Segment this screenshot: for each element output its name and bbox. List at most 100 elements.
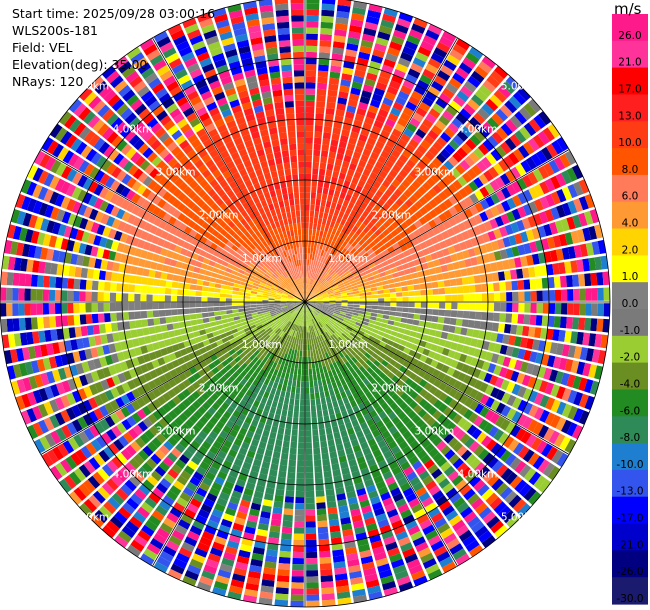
velocity-gate [450, 235, 459, 245]
velocity-gate [211, 481, 223, 492]
velocity-gate [432, 337, 441, 345]
velocity-gate [405, 241, 414, 249]
velocity-gate [166, 323, 174, 331]
velocity-gate [353, 1, 368, 10]
velocity-gate [290, 600, 304, 607]
velocity-gate [166, 233, 175, 242]
velocity-gate [603, 303, 610, 317]
velocity-gate [173, 502, 186, 513]
velocity-gate [410, 62, 424, 74]
velocity-gate [377, 267, 385, 274]
velocity-gate [537, 252, 546, 264]
velocity-gate [464, 336, 472, 346]
velocity-gate [323, 304, 330, 306]
velocity-gate [522, 189, 533, 202]
velocity-gate [419, 423, 430, 433]
velocity-gate [389, 311, 396, 316]
velocity-gate [409, 381, 419, 390]
velocity-gate [361, 561, 375, 571]
velocity-gate [140, 311, 148, 319]
velocity-gate [121, 419, 132, 431]
velocity-gate [70, 253, 79, 265]
velocity-gate [266, 336, 273, 343]
velocity-gate [317, 520, 328, 528]
velocity-gate [290, 309, 296, 315]
velocity-gate [166, 490, 178, 501]
velocity-gate [399, 322, 407, 329]
velocity-gate [305, 179, 311, 187]
velocity-gate [146, 343, 154, 353]
velocity-gate [259, 354, 266, 361]
velocity-gate [316, 101, 326, 108]
velocity-gate [512, 91, 527, 106]
velocity-gate [518, 291, 525, 302]
velocity-gate [60, 394, 71, 408]
velocity-gate [285, 341, 290, 348]
velocity-gate [365, 15, 380, 25]
velocity-gate [234, 517, 246, 526]
velocity-gate [450, 342, 458, 351]
velocity-gate [330, 537, 343, 545]
velocity-gate [555, 248, 564, 261]
velocity-gate [283, 319, 289, 325]
velocity-gate [6, 287, 13, 301]
velocity-gate [98, 323, 106, 334]
velocity-gate [325, 266, 330, 273]
velocity-gate [571, 164, 584, 180]
velocity-gate [448, 453, 460, 465]
velocity-gate [548, 290, 556, 301]
velocity-gate [207, 297, 214, 302]
velocity-gate [109, 399, 120, 411]
velocity-gate [311, 174, 318, 181]
velocity-gate [365, 295, 372, 299]
velocity-gate [287, 305, 294, 309]
velocity-gate [400, 317, 408, 324]
velocity-gate [0, 271, 8, 286]
velocity-gate [185, 346, 194, 354]
velocity-gate [485, 351, 494, 362]
velocity-gate [409, 214, 419, 223]
velocity-gate [305, 497, 315, 504]
velocity-gate [438, 309, 446, 317]
velocity-gate [171, 288, 178, 295]
velocity-gate [549, 222, 559, 235]
velocity-gate [262, 429, 270, 438]
velocity-gate [274, 376, 281, 384]
velocity-gate [378, 170, 388, 179]
velocity-gate [474, 284, 482, 293]
velocity-gate [334, 290, 341, 294]
velocity-gate [285, 490, 295, 497]
velocity-gate [340, 79, 351, 87]
velocity-gate [183, 308, 190, 315]
velocity-gate [489, 218, 499, 229]
velocity-gate [73, 215, 83, 228]
velocity-gate [397, 503, 410, 514]
velocity-gate [32, 200, 43, 215]
velocity-gate [335, 267, 342, 274]
velocity-gate [333, 209, 340, 217]
velocity-gate [272, 341, 279, 348]
velocity-gate [335, 338, 342, 345]
velocity-gate [305, 308, 307, 315]
velocity-gate [308, 362, 312, 369]
velocity-gate [317, 268, 322, 275]
velocity-gate [220, 289, 227, 294]
velocity-gate [300, 326, 303, 333]
velocity-gate [283, 310, 290, 315]
velocity-gate [305, 137, 313, 144]
velocity-gate [274, 305, 282, 309]
velocity-gate [382, 470, 393, 480]
velocity-gate [112, 332, 120, 342]
velocity-gate [280, 415, 287, 423]
velocity-gate [412, 112, 424, 123]
velocity-gate [271, 457, 280, 465]
velocity-gate [487, 292, 495, 302]
velocity-gate [221, 557, 235, 567]
velocity-gate [54, 412, 66, 426]
velocity-gate [297, 306, 302, 312]
velocity-gate [287, 321, 292, 328]
velocity-gate [420, 308, 427, 315]
velocity-gate [281, 384, 287, 392]
velocity-gate [399, 275, 407, 282]
velocity-gate [327, 309, 334, 313]
